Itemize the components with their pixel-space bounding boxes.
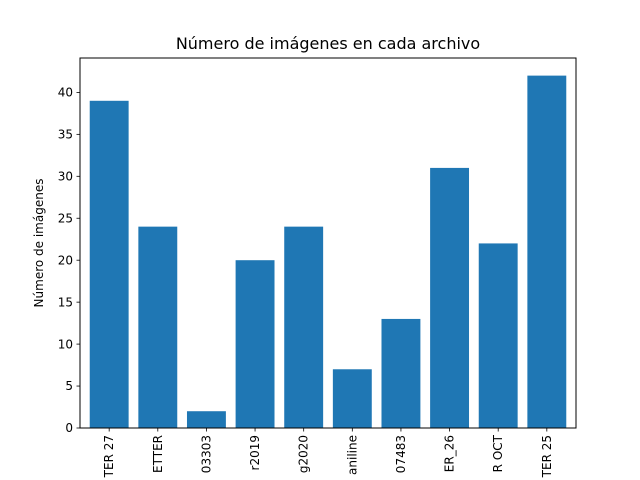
chart-title: Número de imágenes en cada archivo: [176, 34, 480, 53]
y-tick-label: 20: [58, 253, 73, 267]
y-tick-label: 25: [58, 211, 73, 225]
bar-2: [186, 411, 226, 428]
y-tick-label: 40: [58, 86, 73, 100]
bar-5: [332, 369, 372, 428]
bars-group: [89, 75, 567, 428]
y-tick-label: 10: [58, 337, 73, 351]
x-tick-label: r2019: [248, 435, 262, 470]
y-tick-label: 0: [65, 421, 73, 435]
x-tick-label: TER 25: [540, 435, 554, 478]
x-tick-label: aniline: [345, 435, 359, 475]
plot-frame: [79, 57, 577, 429]
y-tick-label: 35: [58, 128, 73, 142]
bar-9: [527, 75, 567, 428]
bar-0: [89, 100, 129, 428]
y-tick-label: 5: [65, 379, 73, 393]
bar-3: [235, 260, 275, 428]
y-axis-label: Número de imágenes: [32, 179, 46, 308]
x-tick-label: ETTER: [151, 435, 165, 473]
y-tick-label: 30: [58, 169, 73, 183]
bar-8: [478, 243, 518, 428]
x-axis: TER 27 ETTER 03303 r2019 g2020 aniline 07483 ER…: [102, 428, 554, 478]
x-tick-label: TER 27: [102, 435, 116, 478]
y-axis: 0 5 10 15 20 25 30 35 40: [58, 86, 80, 435]
y-tick-label: 15: [58, 295, 73, 309]
bar-6: [381, 318, 421, 428]
x-tick-label: g2020: [297, 435, 311, 473]
x-tick-label: ER_26: [443, 435, 457, 472]
bar-4: [284, 226, 324, 428]
bar-7: [430, 167, 470, 428]
x-tick-label: 03303: [199, 435, 213, 473]
x-tick-label: R OCT: [491, 434, 505, 472]
x-tick-label: 07483: [394, 435, 408, 473]
bar-1: [138, 226, 178, 428]
